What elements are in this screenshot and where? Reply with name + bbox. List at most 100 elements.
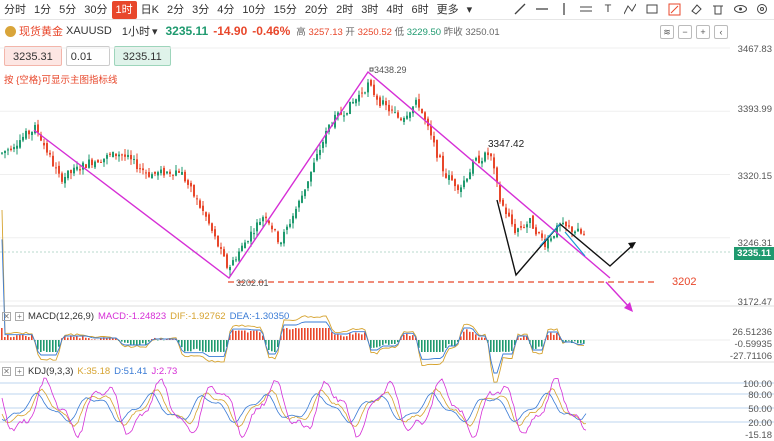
zoom-in-icon[interactable]: + [696,25,710,39]
candle-body [283,231,285,244]
macd-histogram-bar [232,330,234,340]
kdj-pane [0,377,774,439]
close-icon[interactable]: ✕ [2,312,11,321]
tf-1m[interactable]: 1分 [34,3,52,16]
channel-icon[interactable] [578,1,594,17]
candle-body [532,215,534,229]
tf-3m[interactable]: 3分 [192,3,210,16]
candle-body [235,259,237,261]
fibonacci-icon[interactable] [622,1,638,17]
hline-icon[interactable] [534,1,550,17]
vline-icon[interactable] [556,1,572,17]
expand-icon[interactable]: + [15,367,24,376]
tf-4m[interactable]: 4分 [217,3,235,16]
macd-histogram-bar [490,340,492,352]
candle-body [568,225,570,227]
symbol-code[interactable]: XAUUSD [66,25,112,37]
edit-icon[interactable] [666,1,682,17]
candle-body [112,151,114,158]
rectangle-icon[interactable] [644,1,660,17]
eraser-icon[interactable] [688,1,704,17]
gold-icon [5,25,16,37]
trendline-icon[interactable] [512,1,528,17]
macd-histogram-bar [496,340,498,352]
tf-day[interactable]: 日K [140,3,159,16]
tf-3h[interactable]: 3时 [361,3,379,16]
zoom-out-icon[interactable]: − [678,25,692,39]
quantity-input[interactable]: 0.01 [65,46,110,66]
macd-histogram-bar [190,340,192,352]
macd-histogram-bar [538,340,540,347]
candle-body [289,223,291,227]
macd-histogram-bar [235,330,237,340]
macd-histogram-bar [37,340,39,350]
kdj-title[interactable]: KDJ(9,3,3) [28,366,74,377]
tf-2m[interactable]: 2分 [166,3,185,16]
expand-icon[interactable]: + [15,312,24,321]
sell-button[interactable]: 3235.31 [4,46,62,66]
candle-body [574,231,576,234]
candle-body [370,80,372,86]
macd-histogram-bar [433,340,435,352]
macd-histogram-bar [385,340,387,344]
tf-4h[interactable]: 4时 [386,3,404,16]
eye-icon[interactable] [732,1,748,17]
macd-histogram-bar [553,334,555,340]
candle-body [529,218,531,224]
candle-body [451,175,453,181]
buy-button[interactable]: 3235.11 [113,46,171,66]
candle-body [70,169,72,174]
candle-body [115,153,117,157]
candle-body [130,154,132,160]
macd-histogram-bar [121,340,123,342]
macd-histogram-bar [166,339,168,340]
chevron-left-icon[interactable]: ‹ [714,25,728,39]
macd-histogram-bar [580,340,582,344]
layout-icon[interactable]: ≋ [660,25,674,39]
candle-body [517,228,519,232]
text-icon[interactable]: T [604,3,612,15]
macd-histogram-bar [241,330,243,340]
tf-fenshi[interactable]: 分时 [4,3,26,16]
candle-body [247,241,249,243]
period-select[interactable]: 1小时 ▾ [122,23,158,39]
close-icon[interactable]: ✕ [2,367,11,376]
candle-body [535,227,537,235]
macd-histogram-bar [208,340,210,352]
high-value: 3257.13 [308,27,343,38]
more-chevron-icon[interactable]: ▾ [466,3,473,16]
macd-histogram-bar [199,340,201,351]
macd-histogram-bar [187,340,189,352]
settings-icon[interactable] [754,1,770,17]
macd-histogram-bar [556,333,558,340]
tf-2h[interactable]: 2时 [336,3,354,16]
macd-histogram-bar [298,328,300,340]
tf-20m[interactable]: 20分 [304,3,329,16]
macd-histogram-bar [364,332,366,340]
delete-icon[interactable] [710,1,726,17]
macd-histogram-bar [472,332,474,340]
candle-body [67,170,69,179]
tf-6h[interactable]: 6时 [411,3,429,16]
tf-more[interactable]: 更多 [436,3,459,16]
macd-title[interactable]: MACD(12,26,9) [28,311,94,322]
trend-line-magenta [33,70,611,280]
tf-10m[interactable]: 10分 [242,3,266,16]
tf-5m[interactable]: 5分 [59,3,77,16]
tf-1h[interactable]: 1时 [111,0,137,19]
axis-price-3: 3320.15 [737,171,772,182]
symbol-name[interactable]: 现货黄金 [19,26,63,38]
candle-body [442,155,444,172]
candle-body [271,225,273,230]
candle-body [448,175,450,180]
macd-histogram-bar [115,338,117,340]
arrow-head-magenta [624,302,633,312]
candle-body [64,176,66,184]
tf-30m[interactable]: 30分 [84,3,108,16]
tf-15m[interactable]: 15分 [273,3,297,16]
macd-histogram-bar [313,328,315,340]
candle-body [121,154,123,156]
j-line [1,377,587,439]
macd-histogram-bar [403,334,405,340]
